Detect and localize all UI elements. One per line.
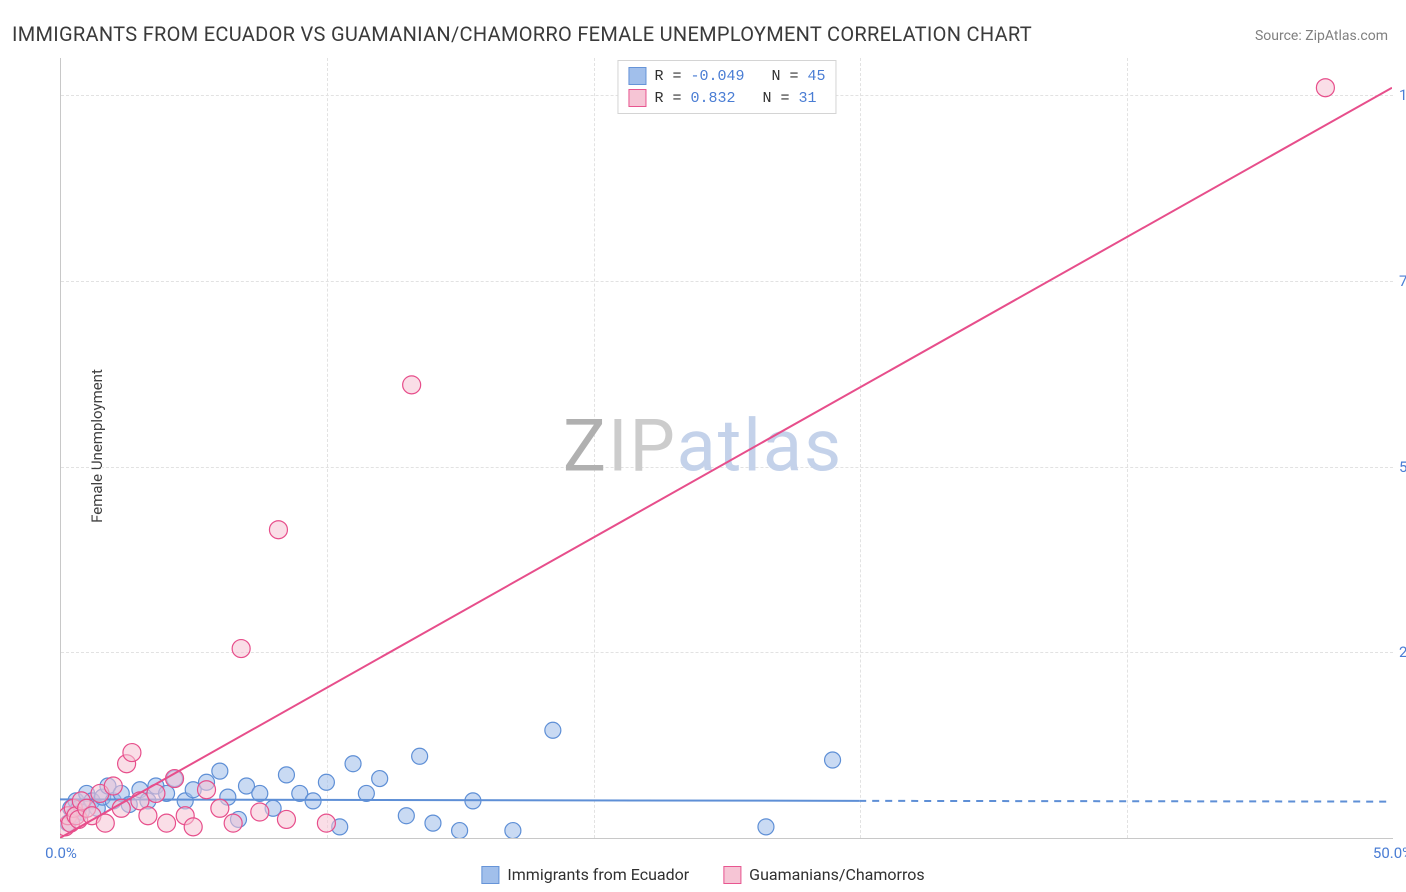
watermark: ZIPatlas bbox=[563, 404, 843, 489]
gridline-h bbox=[61, 652, 1393, 653]
legend-stats-text: R = 0.832 N = 31 bbox=[654, 90, 816, 107]
legend-top-row: R = -0.049 N = 45 bbox=[628, 65, 825, 87]
legend-top-row: R = 0.832 N = 31 bbox=[628, 87, 825, 109]
gridline-h bbox=[61, 281, 1393, 282]
y-tick-label: 75.0% bbox=[1399, 272, 1406, 290]
legend-bottom-item: Guamanians/Chamorros bbox=[723, 865, 924, 884]
gridline-v bbox=[1127, 58, 1128, 838]
gridline-v bbox=[327, 58, 328, 838]
x-tick-label: 50.0% bbox=[1373, 844, 1406, 862]
gridline-v bbox=[860, 58, 861, 838]
legend-label: Guamanians/Chamorros bbox=[749, 865, 924, 884]
legend-stats-text: R = -0.049 N = 45 bbox=[654, 68, 825, 85]
source-attribution: Source: ZipAtlas.com bbox=[1255, 28, 1388, 44]
x-tick-label: 0.0% bbox=[45, 844, 77, 862]
chart-title: IMMIGRANTS FROM ECUADOR VS GUAMANIAN/CHA… bbox=[12, 22, 1032, 46]
legend-swatch bbox=[723, 866, 741, 884]
legend-bottom: Immigrants from Ecuador Guamanians/Chamor… bbox=[481, 865, 924, 884]
legend-label: Immigrants from Ecuador bbox=[507, 865, 689, 884]
y-tick-label: 25.0% bbox=[1399, 643, 1406, 661]
legend-top: R = -0.049 N = 45 R = 0.832 N = 31 bbox=[617, 60, 836, 114]
legend-bottom-item: Immigrants from Ecuador bbox=[481, 865, 689, 884]
y-tick-label: 50.0% bbox=[1399, 458, 1406, 476]
legend-swatch bbox=[628, 89, 646, 107]
legend-swatch bbox=[481, 866, 499, 884]
legend-swatch bbox=[628, 67, 646, 85]
y-tick-label: 100.0% bbox=[1399, 86, 1406, 104]
